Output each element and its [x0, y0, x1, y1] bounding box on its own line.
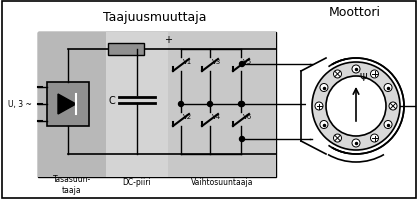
Text: V2: V2 — [183, 113, 192, 119]
Circle shape — [240, 102, 245, 107]
Bar — [108, 44, 144, 56]
Text: DC-piiri: DC-piiri — [122, 178, 151, 187]
Circle shape — [240, 137, 245, 142]
Text: Moottori: Moottori — [329, 5, 381, 18]
Text: V3: V3 — [212, 59, 221, 65]
Circle shape — [370, 134, 379, 142]
Bar — [106, 33, 168, 177]
Circle shape — [308, 59, 404, 154]
Circle shape — [315, 102, 323, 110]
Circle shape — [239, 102, 244, 107]
Text: Taajuusmuuttaja: Taajuusmuuttaja — [103, 11, 207, 24]
Text: V5: V5 — [243, 59, 252, 65]
Circle shape — [207, 102, 212, 107]
Circle shape — [320, 84, 328, 92]
Text: +: + — [164, 35, 172, 45]
Circle shape — [334, 71, 342, 79]
Bar — [38, 33, 106, 177]
Circle shape — [370, 71, 379, 79]
Bar — [168, 33, 276, 177]
Circle shape — [389, 102, 397, 110]
Circle shape — [326, 77, 386, 136]
Wedge shape — [306, 63, 356, 150]
Text: V6: V6 — [243, 113, 252, 119]
Wedge shape — [312, 63, 400, 150]
Text: Vaihtosuuntaaja: Vaihtosuuntaaja — [191, 178, 253, 187]
Text: Ψ: Ψ — [359, 73, 367, 83]
Text: V1: V1 — [183, 59, 192, 65]
Circle shape — [320, 121, 328, 129]
Text: V4: V4 — [212, 113, 221, 119]
Circle shape — [384, 121, 392, 129]
Circle shape — [384, 84, 392, 92]
Bar — [38, 33, 276, 177]
Bar — [47, 83, 89, 126]
Text: C: C — [108, 96, 115, 105]
Circle shape — [352, 139, 360, 147]
Circle shape — [334, 134, 342, 142]
Circle shape — [240, 62, 245, 67]
Text: U, 3 ~: U, 3 ~ — [8, 100, 32, 109]
Text: Tasasuun-
taaja: Tasasuun- taaja — [53, 174, 91, 194]
Circle shape — [352, 66, 360, 74]
Polygon shape — [58, 95, 76, 114]
Circle shape — [178, 102, 184, 107]
